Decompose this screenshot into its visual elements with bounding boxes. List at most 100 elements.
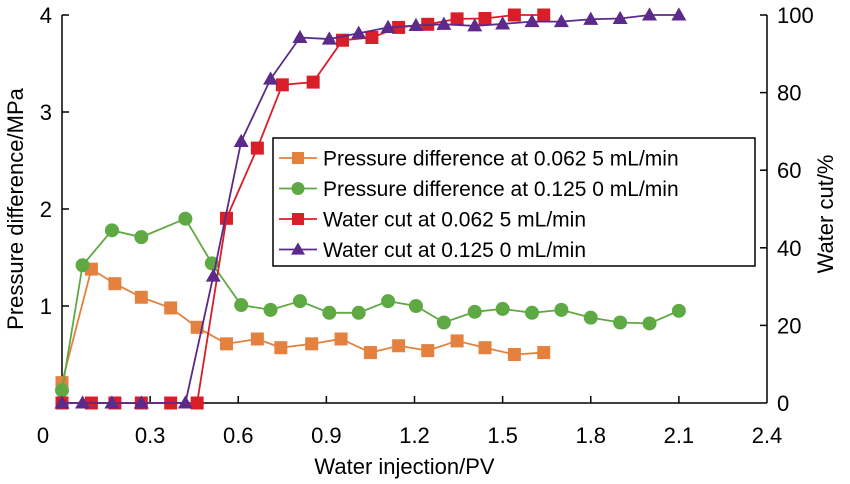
legend-item: Water cut at 0.062 5 mL/min [279, 209, 586, 232]
data-point [164, 301, 178, 315]
data-point [178, 211, 193, 226]
x-tick-label: 0 [37, 423, 49, 448]
data-point [450, 12, 464, 26]
data-point [220, 211, 233, 225]
data-point [351, 305, 366, 320]
data-point [363, 346, 377, 360]
data-point [583, 11, 599, 25]
data-point [380, 19, 396, 33]
y-tick-label: 3 [40, 100, 52, 125]
legend-marker [292, 213, 304, 225]
y-tick-label: 2 [40, 197, 52, 222]
data-point [75, 395, 91, 409]
data-point [75, 258, 90, 273]
data-point [583, 310, 598, 325]
x-tick-label: 0.9 [311, 423, 342, 448]
legend: Pressure difference at 0.062 5 mL/min Pre… [272, 137, 756, 267]
legend-label: Pressure difference at 0.062 5 mL/min [323, 148, 679, 171]
data-point [408, 299, 423, 313]
data-point [134, 290, 148, 304]
data-point [642, 7, 657, 21]
data-point [263, 302, 278, 317]
data-point [381, 294, 396, 309]
series-line [62, 14, 679, 404]
data-point [467, 18, 483, 32]
data-point [553, 13, 569, 28]
y2-axis-title: Water cut/% [813, 155, 838, 274]
y2-tick-label: 0 [777, 391, 789, 416]
y-tick-label: 4 [40, 3, 52, 28]
data-point [275, 78, 289, 92]
y2-tick-label: 80 [777, 81, 801, 106]
data-point [671, 303, 686, 318]
data-point [671, 7, 687, 21]
data-point [642, 316, 657, 331]
data-point [234, 298, 249, 313]
legend-label: Water cut at 0.062 5 mL/min [323, 209, 586, 232]
legend-label: Water cut at 0.125 0 mL/min [323, 239, 586, 262]
y-tick-label: 1 [40, 294, 52, 319]
x-tick-label: 1.2 [399, 423, 430, 448]
data-point [233, 133, 249, 148]
x-axis-title: Water injection/PV [314, 454, 494, 479]
legend-marker [291, 182, 305, 195]
data-point [250, 141, 264, 155]
data-point [495, 301, 510, 316]
legend-label: Pressure difference at 0.125 0 mL/min [323, 178, 679, 201]
x-tick-label: 2.1 [664, 423, 695, 448]
data-point [495, 16, 511, 30]
data-point [274, 341, 288, 355]
series-1 [55, 262, 551, 390]
data-point [507, 348, 521, 361]
x-tick-label: 0.6 [223, 423, 254, 448]
data-point [205, 268, 221, 282]
data-point [292, 29, 308, 44]
data-point [436, 315, 451, 330]
data-point [134, 230, 149, 245]
data-point [54, 395, 70, 409]
data-point [322, 305, 337, 320]
y2-tick-label: 60 [777, 158, 801, 183]
data-point [450, 334, 464, 348]
data-point [478, 341, 492, 355]
data-point [436, 16, 452, 30]
data-point [55, 383, 69, 398]
legend-item: Pressure difference at 0.125 0 mL/min [279, 178, 679, 201]
data-point [537, 346, 551, 360]
y2-tick-label: 20 [777, 313, 801, 338]
series-4 [54, 7, 687, 409]
y2-tick-label: 40 [777, 236, 801, 261]
data-point [104, 223, 119, 238]
x-tick-label: 0.3 [135, 423, 166, 448]
data-point [478, 11, 492, 25]
data-point [365, 31, 379, 45]
data-point [263, 71, 279, 85]
data-point [190, 396, 204, 410]
data-point [306, 75, 320, 89]
x-tick-label: 1.5 [487, 423, 518, 448]
data-point [525, 305, 539, 320]
data-point [190, 320, 204, 334]
data-point [613, 315, 628, 330]
y-axis-title: Pressure difference/MPa [3, 87, 28, 329]
series-line [61, 267, 544, 383]
series-line [61, 217, 680, 391]
data-point [507, 8, 521, 22]
data-point [104, 395, 120, 409]
data-point [351, 25, 367, 39]
data-point [305, 337, 319, 351]
data-point [220, 337, 233, 351]
data-point [537, 8, 551, 22]
legend-item: Water cut at 0.125 0 mL/min [279, 239, 586, 262]
data-point [554, 302, 569, 317]
data-point [292, 294, 307, 309]
data-point [524, 13, 540, 28]
x-tick-label: 1.8 [575, 423, 606, 448]
data-point [250, 332, 264, 346]
data-point [334, 332, 348, 346]
data-point [321, 31, 337, 45]
x-tick-label: 2.4 [752, 423, 783, 448]
data-point [177, 395, 193, 409]
legend-marker [291, 242, 305, 255]
